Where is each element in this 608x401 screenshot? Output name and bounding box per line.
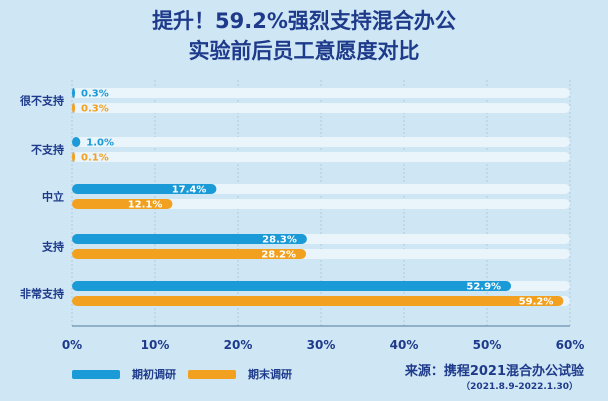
data-label: 28.3% (262, 235, 297, 246)
bar (72, 199, 173, 209)
category-label: 很不支持 (19, 94, 64, 108)
source-note: 来源：携程2021混合办公试验 (404, 364, 584, 379)
category-label: 中立 (42, 190, 64, 204)
bar (72, 249, 307, 259)
bar-track (72, 103, 570, 113)
category-label: 支持 (41, 240, 64, 254)
x-tick-label: 50% (473, 338, 502, 352)
bar (72, 234, 307, 244)
chart-title-line-2: 实验前后员工意愿度对比 (188, 39, 420, 63)
legend-swatch-series-1 (72, 369, 120, 379)
data-label: 0.3% (81, 89, 109, 100)
bar-track (72, 199, 570, 209)
legend-item-series-1: 期初调研 (72, 366, 176, 382)
data-label: 59.2% (519, 297, 554, 308)
bar (72, 137, 81, 147)
bar (72, 88, 75, 98)
legend-label-series-1: 期初调研 (132, 368, 176, 381)
chart-title-line-1: 提升！59.2%强烈支持混合办公 (152, 9, 456, 33)
data-label: 12.1% (128, 200, 163, 211)
bar-track (72, 152, 570, 162)
bar-track (72, 88, 570, 98)
data-label: 1.0% (86, 138, 114, 149)
bar (72, 152, 75, 162)
category-label: 不支持 (31, 143, 64, 157)
source-date-range: （2021.8.9-2022.1.30） (461, 382, 578, 392)
bar (72, 103, 75, 113)
legend-item-series-2: 期末调研 (188, 366, 292, 382)
bar (72, 296, 564, 306)
x-tick-label: 10% (141, 338, 170, 352)
data-label: 0.3% (81, 104, 109, 115)
bar (72, 184, 217, 194)
x-tick-label: 0% (62, 338, 82, 352)
legend-label-series-2: 期末调研 (248, 368, 292, 381)
data-label: 28.2% (261, 250, 296, 261)
data-label: 17.4% (172, 185, 207, 196)
x-tick-label: 60% (556, 338, 585, 352)
bar (72, 281, 512, 291)
legend-swatch-series-2 (188, 369, 236, 379)
data-label: 52.9% (466, 282, 501, 293)
category-label: 非常支持 (20, 287, 64, 301)
x-tick-label: 40% (390, 338, 419, 352)
x-tick-label: 20% (224, 338, 253, 352)
bar-track (72, 137, 570, 147)
x-tick-label: 30% (307, 338, 336, 352)
data-label: 0.1% (81, 153, 109, 164)
